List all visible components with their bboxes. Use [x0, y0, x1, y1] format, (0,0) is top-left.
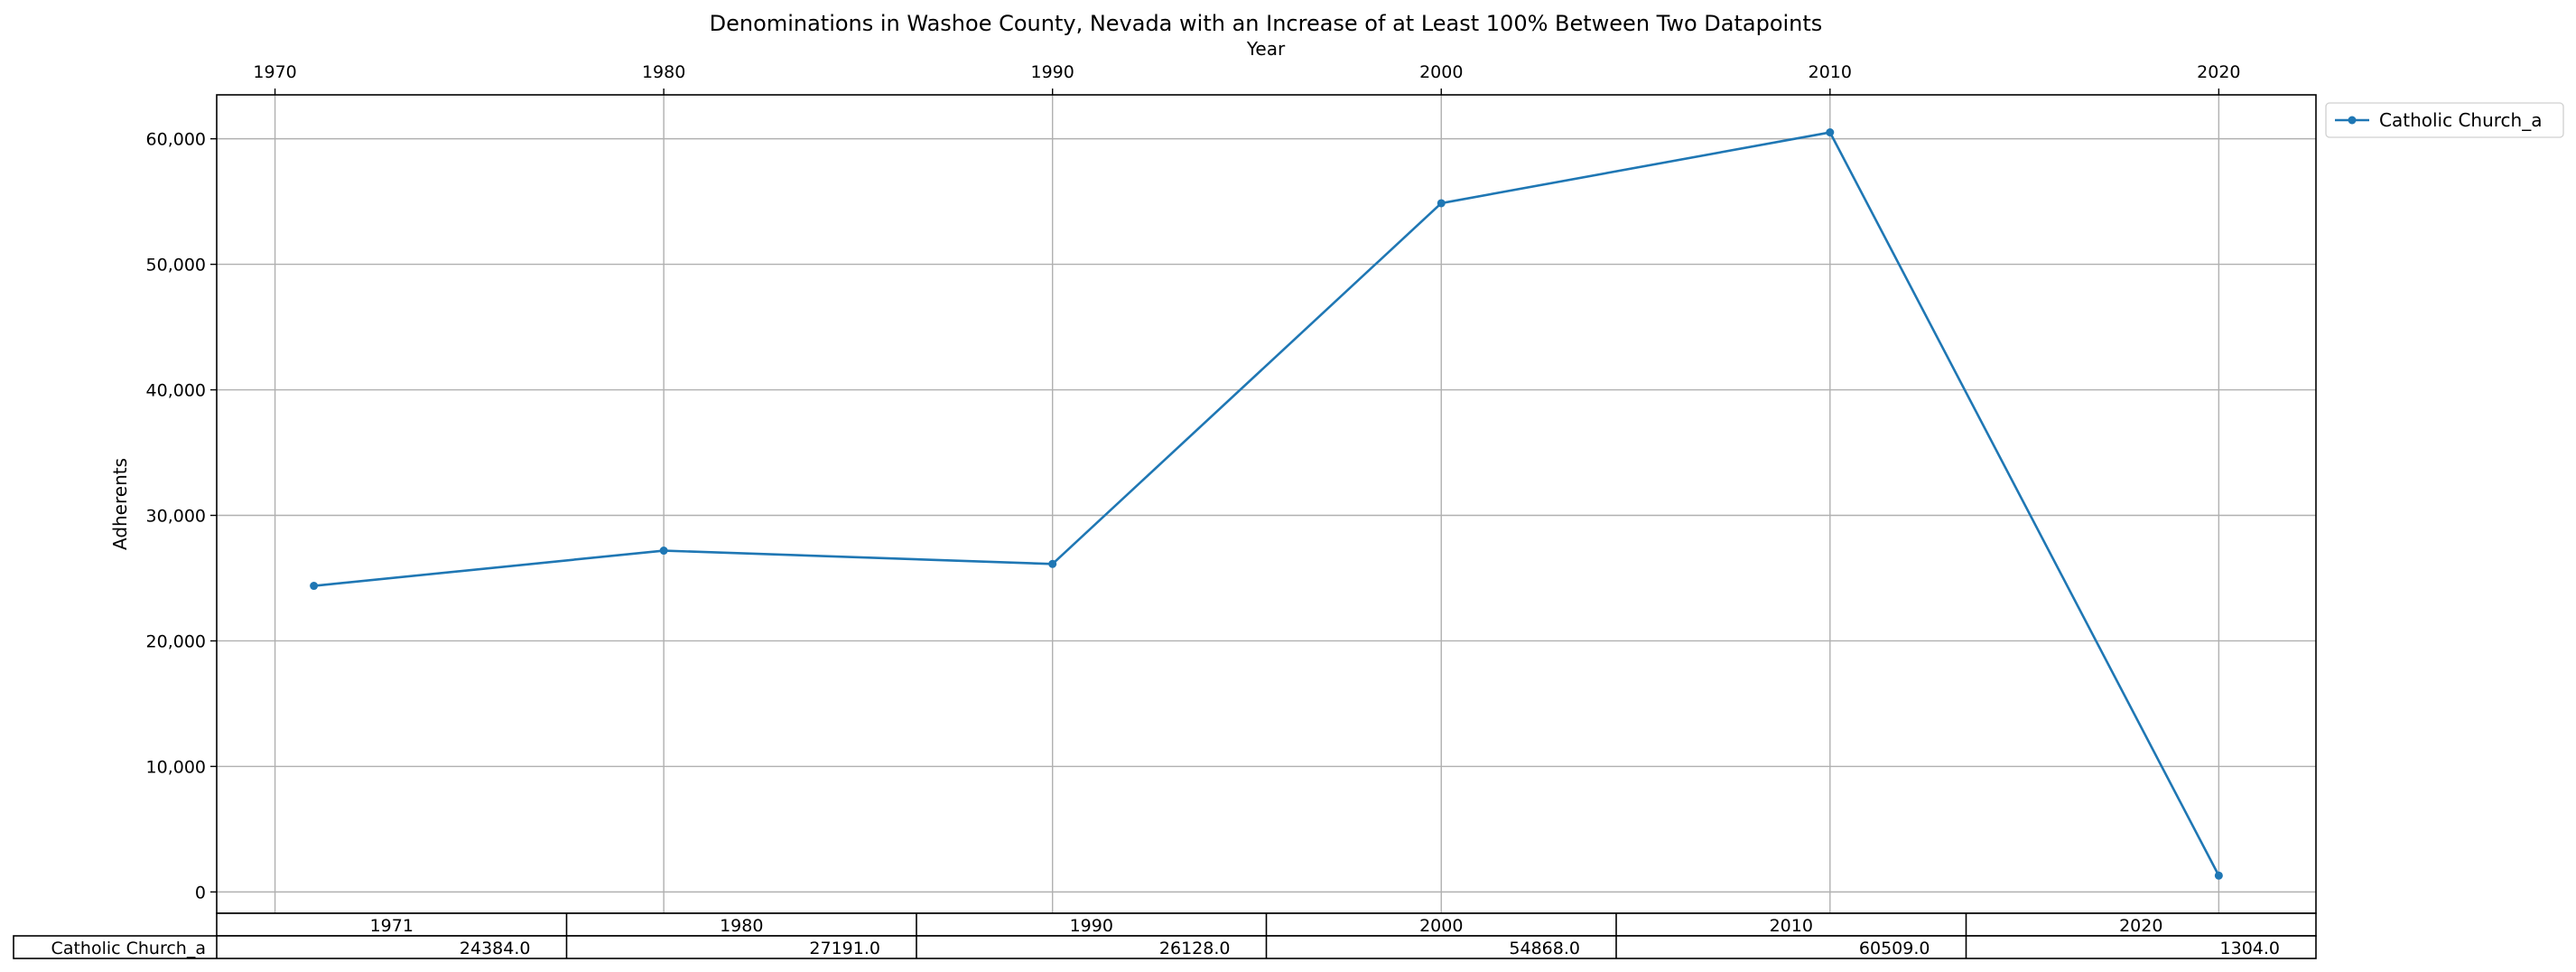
- data-point: [310, 582, 319, 591]
- data-point: [1826, 128, 1835, 137]
- y-tick-label: 10,000: [146, 757, 206, 777]
- data-table: 1971 1980 1990 2000 2010 2020 Catholic Church_…: [13, 912, 2317, 959]
- data-point: [1437, 199, 1446, 208]
- legend: Catholic Church_a: [2325, 102, 2564, 138]
- table-column-header: 1971: [370, 916, 414, 936]
- plot-frame: [216, 94, 2317, 914]
- x-tick-label: 2020: [2197, 62, 2240, 82]
- x-axis-title: Year: [1246, 38, 1286, 60]
- table-column-header: 2000: [1419, 916, 1463, 936]
- series: [310, 128, 2223, 880]
- y-axis-title: Adherents: [109, 458, 131, 550]
- y-tick-label: 0: [195, 883, 206, 902]
- x-tick-label: 1970: [253, 62, 296, 82]
- table-column-header: 2020: [2119, 916, 2162, 936]
- table-data-row: [13, 935, 2317, 959]
- data-point: [1048, 559, 1057, 568]
- legend-box: [2325, 102, 2564, 138]
- table-row-label: Catholic Church_a: [51, 939, 206, 958]
- x-tick-label: 2010: [1809, 62, 1852, 82]
- table-cell: 24384.0: [460, 939, 531, 958]
- legend-marker: [2348, 116, 2357, 125]
- legend-label: Catholic Church_a: [2379, 109, 2542, 131]
- axis-ticks: 1970 1980 1990 2000 2010 2020 0 10,000 20,000 30,…: [146, 62, 2241, 902]
- y-tick-label: 60,000: [146, 130, 206, 150]
- table-cell: 60509.0: [1859, 939, 1930, 958]
- table-column-header: 1980: [720, 916, 763, 936]
- y-tick-label: 30,000: [146, 507, 206, 527]
- chart-title: Denominations in Washoe County, Nevada w…: [710, 11, 1823, 36]
- table-column-header: 2010: [1770, 916, 1813, 936]
- y-tick-label: 20,000: [146, 631, 206, 651]
- series-line: [313, 131, 2220, 876]
- x-tick-label: 1990: [1031, 62, 1074, 82]
- table-cell: 1304.0: [2220, 939, 2280, 958]
- table-column-header: 1990: [1070, 916, 1113, 936]
- table-cell: 54868.0: [1509, 939, 1580, 958]
- y-tick-label: 40,000: [146, 381, 206, 401]
- data-point: [2214, 871, 2223, 880]
- table-cell: 26128.0: [1159, 939, 1231, 958]
- table-cell: 27191.0: [809, 939, 880, 958]
- x-tick-label: 1980: [642, 62, 685, 82]
- y-tick-label: 50,000: [146, 256, 206, 276]
- data-point: [659, 547, 668, 556]
- x-tick-label: 2000: [1419, 62, 1463, 82]
- grid: [217, 95, 2316, 913]
